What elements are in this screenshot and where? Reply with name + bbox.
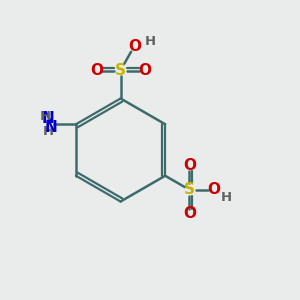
Text: S: S — [115, 63, 126, 78]
Text: O: O — [128, 39, 141, 54]
Text: N: N — [42, 111, 54, 126]
Text: H: H — [42, 125, 53, 138]
Text: O: O — [207, 182, 220, 197]
Text: O: O — [183, 206, 196, 221]
Text: O: O — [138, 63, 151, 78]
Text: H: H — [221, 191, 232, 205]
Text: S: S — [184, 182, 195, 197]
Text: N: N — [44, 120, 57, 135]
Text: O: O — [90, 63, 103, 78]
Text: H: H — [40, 110, 51, 123]
Text: O: O — [183, 158, 196, 173]
Text: H: H — [144, 34, 156, 48]
